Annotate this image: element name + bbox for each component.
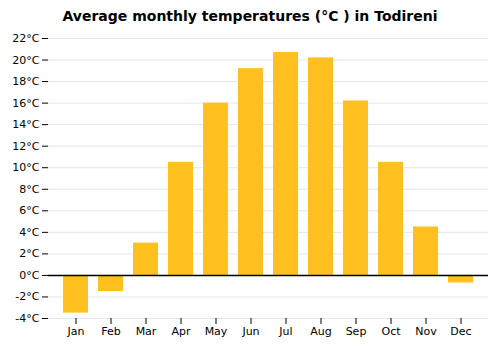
svg-text:Mar: Mar — [136, 325, 157, 338]
svg-text:12°C: 12°C — [12, 140, 39, 153]
svg-text:0°C: 0°C — [19, 269, 39, 282]
svg-text:18°C: 18°C — [12, 75, 39, 88]
svg-text:14°C: 14°C — [12, 118, 39, 131]
svg-text:-2°C: -2°C — [15, 290, 39, 303]
svg-text:16°C: 16°C — [12, 97, 39, 110]
svg-text:Apr: Apr — [171, 325, 191, 338]
svg-text:22°C: 22°C — [12, 32, 39, 45]
svg-text:Sep: Sep — [346, 325, 367, 338]
html-text:Average monthly temperatures (: Average monthly temperatures (°C ) in To… — [62, 8, 438, 24]
svg-text:Oct: Oct — [381, 325, 401, 338]
svg-text:Nov: Nov — [415, 325, 437, 338]
svg-text:Jan: Jan — [67, 325, 85, 338]
svg-text:Jun: Jun — [241, 325, 259, 338]
svg-text:Aug: Aug — [310, 325, 331, 338]
svg-text:6°C: 6°C — [19, 204, 39, 217]
svg-text:-4°C: -4°C — [15, 312, 39, 325]
svg-text:8°C: 8°C — [19, 183, 39, 196]
svg-text:Feb: Feb — [101, 325, 120, 338]
svg-text:10°C: 10°C — [12, 161, 39, 174]
svg-text:2°C: 2°C — [19, 247, 39, 260]
svg-text:Dec: Dec — [450, 325, 471, 338]
svg-text:May: May — [205, 325, 228, 338]
svg-text:4°C: 4°C — [19, 226, 39, 239]
svg-text:Jul: Jul — [278, 325, 292, 338]
svg-text:20°C: 20°C — [12, 54, 39, 67]
